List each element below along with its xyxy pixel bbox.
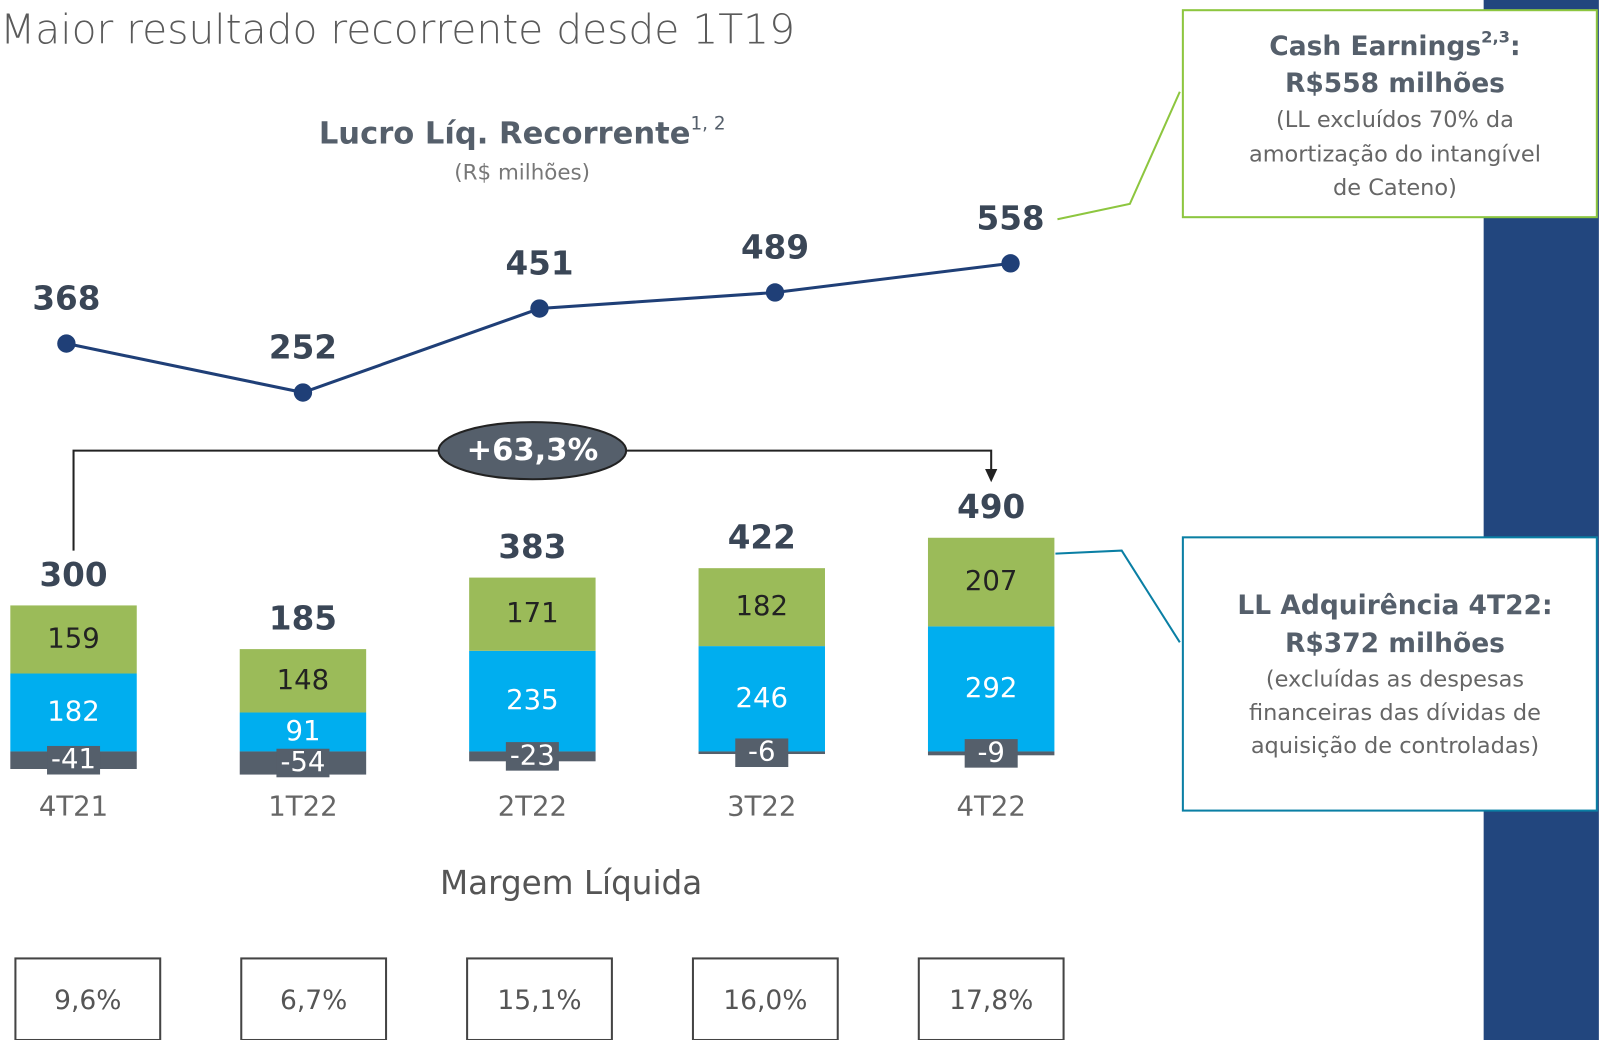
- margin-value: 6,7%: [280, 985, 347, 1016]
- x-tick-label: 4T22: [957, 791, 1026, 823]
- callout-heading: LL Adquirência 4T22:: [1237, 590, 1552, 621]
- segment-label: 182: [736, 590, 789, 622]
- callout-line: (excluídas as despesas: [1266, 667, 1524, 693]
- bar-segment: [10, 605, 137, 674]
- segment-label: 292: [965, 672, 1018, 704]
- segment-label: 246: [736, 682, 789, 714]
- segment-label: 171: [506, 597, 559, 629]
- label-box: [735, 738, 789, 768]
- total-label: 185: [269, 600, 337, 638]
- x-tick-label: 2T22: [498, 791, 567, 823]
- margin-value: 9,6%: [54, 985, 121, 1016]
- total-label: 383: [498, 528, 566, 566]
- callout-line: amortização do intangível: [1249, 141, 1541, 167]
- segment-label: -54: [280, 746, 325, 778]
- bar-segment: [698, 568, 825, 647]
- segment-label: 148: [277, 664, 330, 696]
- segment-label: 207: [965, 565, 1018, 597]
- callout-box: [1181, 9, 1598, 219]
- label-box: [964, 739, 1018, 768]
- callout-heading: Cash Earnings2,3:: [1269, 27, 1520, 61]
- margin-box: [14, 957, 162, 1040]
- line-point: [293, 383, 313, 402]
- total-label: 490: [957, 488, 1025, 526]
- callout-line: de Cateno): [1333, 175, 1457, 201]
- bar-segment: [239, 712, 367, 752]
- growth-badge: [437, 421, 628, 481]
- total-label: 300: [40, 556, 108, 594]
- margin-box: [240, 957, 388, 1040]
- callout-subheading: R$372 milhões: [1285, 628, 1505, 659]
- line-point: [57, 334, 76, 353]
- arrow-head: [985, 469, 998, 483]
- margin-box: [917, 957, 1065, 1040]
- bar-segment: [927, 626, 1055, 752]
- callout-line: (LL excluídos 70% da: [1276, 107, 1514, 133]
- chart-title: Lucro Líq. Recorrente1, 2: [319, 113, 726, 151]
- data-label: 489: [741, 229, 809, 267]
- x-tick-label: 1T22: [268, 791, 337, 823]
- bar-segment: [239, 649, 367, 713]
- margin-value: 17,8%: [949, 985, 1033, 1016]
- callout-line: financeiras das dívidas de: [1249, 700, 1541, 726]
- margin-value: 16,0%: [723, 985, 807, 1016]
- callout-leader: [1055, 549, 1181, 643]
- callout-line: aquisição de controladas): [1251, 733, 1539, 759]
- data-label: 451: [505, 245, 573, 283]
- segment-label: -6: [748, 736, 775, 768]
- segment-label: -9: [977, 736, 1004, 768]
- label-box: [276, 748, 330, 778]
- data-label: 252: [269, 329, 337, 367]
- chart-subtitle: (R$ milhões): [454, 160, 590, 185]
- margin-box: [466, 957, 613, 1040]
- callout-leader: [1057, 91, 1181, 221]
- margin-box: [691, 957, 839, 1040]
- data-label: 368: [32, 280, 100, 318]
- callout-box: [1181, 536, 1598, 812]
- callout-subheading: R$558 milhões: [1285, 68, 1505, 99]
- segment-label: 159: [47, 622, 100, 654]
- bar-segment: [698, 646, 825, 752]
- label-box: [505, 742, 559, 771]
- segment-label: -41: [51, 743, 96, 775]
- slide-title: Maior resultado recorrente desde 1T19: [0, 6, 795, 54]
- line-point: [765, 283, 785, 302]
- bar-segment: [10, 673, 137, 752]
- segment-label: 235: [506, 684, 559, 716]
- segment-label: -23: [510, 739, 555, 771]
- segment-label: 91: [285, 715, 320, 747]
- segment-label: 182: [47, 695, 100, 727]
- line-point: [530, 299, 549, 318]
- label-box: [47, 745, 101, 775]
- total-label: 422: [728, 519, 796, 557]
- margin-title: Margem Líquida: [440, 864, 702, 902]
- margin-value: 15,1%: [497, 985, 581, 1016]
- data-label: 558: [977, 200, 1045, 238]
- bar-segment: [927, 537, 1055, 627]
- bar-segment: [469, 577, 596, 651]
- x-tick-label: 4T21: [39, 791, 108, 823]
- line-point: [1001, 254, 1020, 273]
- x-tick-label: 3T22: [727, 791, 796, 823]
- growth-label: +63,3%: [467, 433, 599, 468]
- bar-segment: [469, 650, 596, 752]
- line: [66, 261, 1011, 395]
